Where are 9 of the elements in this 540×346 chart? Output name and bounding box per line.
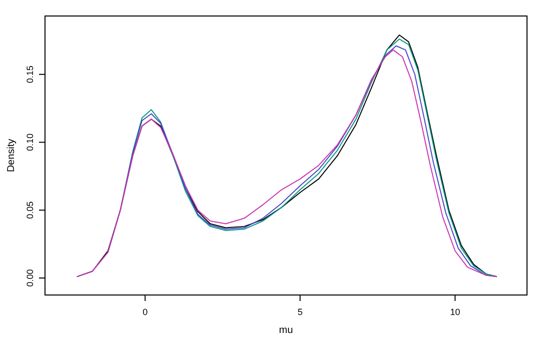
y-tick-label: 0.10 — [25, 133, 35, 152]
x-tick-label: 5 — [298, 307, 303, 317]
x-tick-label: 10 — [450, 307, 460, 317]
x-axis-title: mu — [279, 325, 293, 336]
y-axis-title: Density — [6, 138, 17, 172]
y-tick-label: 0.05 — [25, 201, 35, 219]
y-tick-label: 0.15 — [25, 66, 35, 84]
y-tick-label: 0.00 — [25, 269, 35, 287]
x-tick-label: 0 — [142, 307, 148, 317]
